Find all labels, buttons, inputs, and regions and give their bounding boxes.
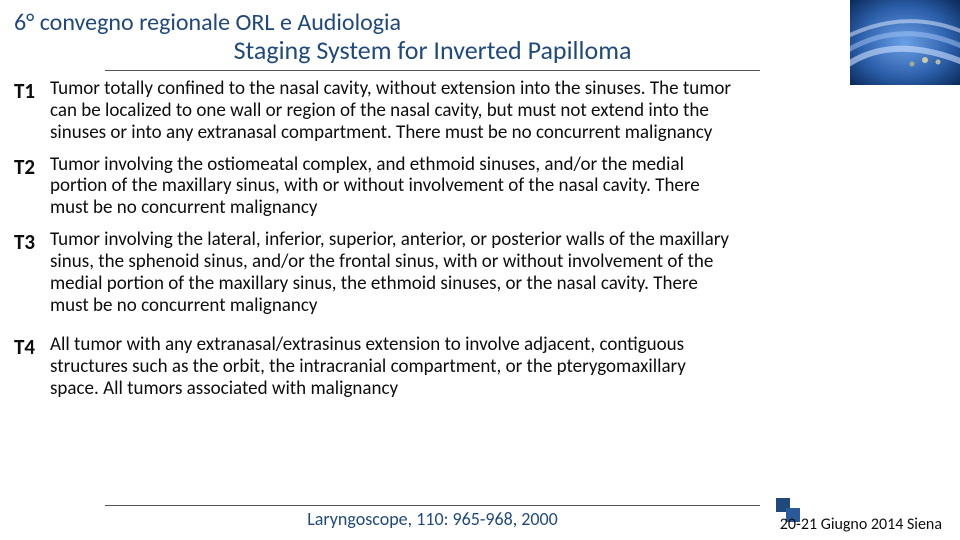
conference-header: 6° convegno regionale ORL e Audiologia	[14, 8, 401, 37]
citation-container: Laryngoscope, 110: 965-968, 2000	[105, 505, 760, 530]
stage-desc-t3: Tumor involving the lateral, inferior, s…	[50, 229, 734, 316]
subtitle-container: Staging System for Inverted Papilloma	[105, 34, 760, 71]
stage-row: T4 All tumor with any extranasal/extrasi…	[14, 334, 734, 400]
decorative-corner-image	[850, 0, 960, 85]
citation-text: Laryngoscope, 110: 965-968, 2000	[105, 508, 760, 530]
staging-table: T1 Tumor totally confined to the nasal c…	[14, 78, 734, 410]
stage-desc-t4: All tumor with any extranasal/extrasinus…	[50, 334, 734, 400]
stage-desc-t1: Tumor totally confined to the nasal cavi…	[50, 78, 734, 144]
stage-label-t2: T2	[14, 154, 50, 220]
stage-row: T1 Tumor totally confined to the nasal c…	[14, 78, 734, 144]
stage-label-t1: T1	[14, 78, 50, 144]
stage-row: T3 Tumor involving the lateral, inferior…	[14, 229, 734, 316]
stage-label-t4: T4	[14, 334, 50, 400]
stage-row: T2 Tumor involving the ostiomeatal compl…	[14, 154, 734, 220]
citation-rule	[105, 505, 760, 506]
footer-date: 20-21 Giugno 2014 Siena	[780, 515, 942, 534]
slide: 6° convegno regionale ORL e Audiologia S…	[0, 0, 960, 540]
stage-desc-t2: Tumor involving the ostiomeatal complex,…	[50, 154, 734, 220]
stage-label-t3: T3	[14, 229, 50, 316]
title-rule	[105, 70, 760, 71]
slide-title: Staging System for Inverted Papilloma	[234, 34, 632, 68]
